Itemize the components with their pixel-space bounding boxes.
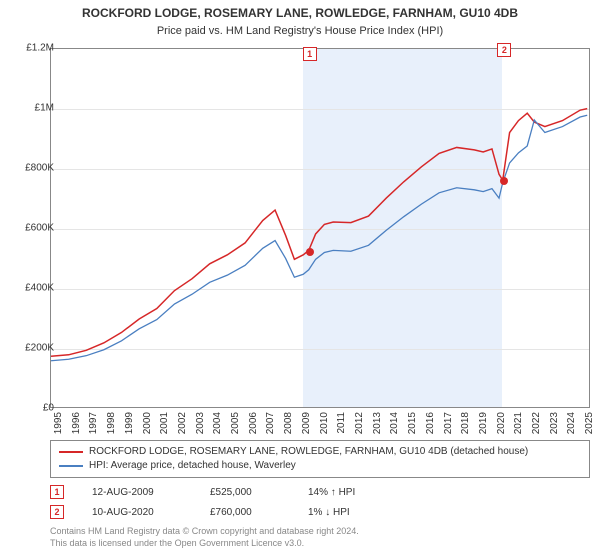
footer-line-1: Contains HM Land Registry data © Crown c… [50, 526, 359, 538]
x-tick-label: 2003 [195, 412, 206, 434]
x-tick-label: 2011 [336, 412, 347, 434]
footer-line-2: This data is licensed under the Open Gov… [50, 538, 359, 550]
legend-box: ROCKFORD LODGE, ROSEMARY LANE, ROWLEDGE,… [50, 440, 590, 478]
x-tick-label: 2010 [319, 412, 330, 434]
x-tick-label: 2018 [460, 412, 471, 434]
legend-label-hpi: HPI: Average price, detached house, Wave… [89, 459, 296, 473]
x-tick-label: 1996 [71, 412, 82, 434]
legend-label-property: ROCKFORD LODGE, ROSEMARY LANE, ROWLEDGE,… [89, 445, 528, 459]
y-tick-label: £400K [10, 283, 54, 294]
y-tick-label: £600K [10, 223, 54, 234]
x-tick-label: 2008 [283, 412, 294, 434]
legend-swatch-hpi [59, 465, 83, 467]
legend-swatch-property [59, 451, 83, 453]
series-line-property [51, 109, 587, 357]
event-price-2: £760,000 [210, 507, 280, 518]
event-change-2: 1% ↓ HPI [308, 507, 398, 518]
x-tick-label: 2023 [549, 412, 560, 434]
y-tick-label: £800K [10, 163, 54, 174]
x-tick-label: 2002 [177, 412, 188, 434]
x-tick-label: 2012 [354, 412, 365, 434]
event-row-1: 1 12-AUG-2009 £525,000 14% ↑ HPI [50, 482, 590, 502]
marker-label-2: 2 [497, 43, 511, 57]
x-tick-label: 2001 [159, 412, 170, 434]
x-tick-label: 2016 [425, 412, 436, 434]
y-tick-label: £1.2M [10, 43, 54, 54]
x-tick-label: 2019 [478, 412, 489, 434]
x-tick-label: 2022 [531, 412, 542, 434]
x-tick-label: 2020 [496, 412, 507, 434]
x-tick-label: 2007 [265, 412, 276, 434]
y-tick-label: £0 [10, 403, 54, 414]
x-tick-label: 2017 [443, 412, 454, 434]
marker-label-1: 1 [303, 47, 317, 61]
x-tick-label: 2021 [513, 412, 524, 434]
x-tick-label: 1997 [88, 412, 99, 434]
event-row-2: 2 10-AUG-2020 £760,000 1% ↓ HPI [50, 502, 590, 522]
event-table: 1 12-AUG-2009 £525,000 14% ↑ HPI 2 10-AU… [50, 482, 590, 522]
x-tick-label: 2013 [372, 412, 383, 434]
marker-dot-1 [306, 248, 314, 256]
y-tick-label: £1M [10, 103, 54, 114]
x-tick-label: 1995 [53, 412, 64, 434]
legend-row-hpi: HPI: Average price, detached house, Wave… [59, 459, 581, 473]
x-tick-label: 2014 [389, 412, 400, 434]
plot-area: 12 [50, 48, 590, 408]
chart-subtitle: Price paid vs. HM Land Registry's House … [0, 24, 600, 38]
x-tick-label: 2015 [407, 412, 418, 434]
marker-dot-2 [500, 177, 508, 185]
x-tick-label: 2005 [230, 412, 241, 434]
chart-lines-svg [51, 49, 589, 407]
x-tick-label: 2006 [248, 412, 259, 434]
y-tick-label: £200K [10, 343, 54, 354]
chart-title: ROCKFORD LODGE, ROSEMARY LANE, ROWLEDGE,… [0, 6, 600, 22]
event-marker-1: 1 [50, 485, 64, 499]
title-block: ROCKFORD LODGE, ROSEMARY LANE, ROWLEDGE,… [0, 0, 600, 38]
x-tick-label: 2000 [142, 412, 153, 434]
chart-container: ROCKFORD LODGE, ROSEMARY LANE, ROWLEDGE,… [0, 0, 600, 560]
event-marker-2: 2 [50, 505, 64, 519]
footer-note: Contains HM Land Registry data © Crown c… [50, 526, 359, 549]
event-price-1: £525,000 [210, 487, 280, 498]
x-tick-label: 2024 [566, 412, 577, 434]
x-tick-label: 2004 [212, 412, 223, 434]
x-tick-label: 2025 [584, 412, 595, 434]
x-tick-label: 1999 [124, 412, 135, 434]
event-date-1: 12-AUG-2009 [92, 487, 182, 498]
x-tick-label: 2009 [301, 412, 312, 434]
x-tick-label: 1998 [106, 412, 117, 434]
event-change-1: 14% ↑ HPI [308, 487, 398, 498]
event-date-2: 10-AUG-2020 [92, 507, 182, 518]
legend-row-property: ROCKFORD LODGE, ROSEMARY LANE, ROWLEDGE,… [59, 445, 581, 459]
